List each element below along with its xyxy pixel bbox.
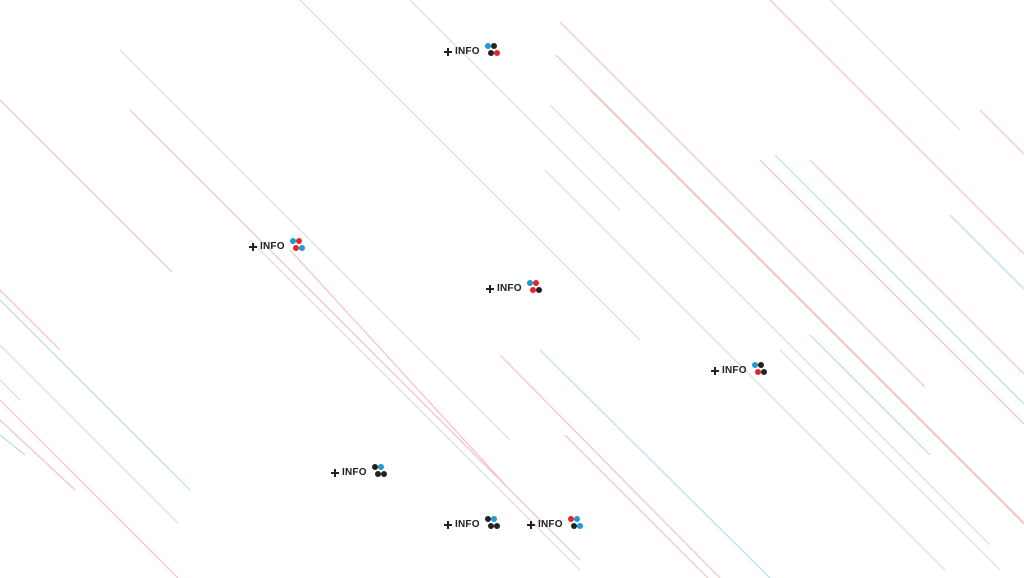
dot	[380, 471, 387, 477]
bg-line	[409, 0, 621, 211]
plus-icon	[486, 285, 494, 293]
dot	[493, 523, 500, 529]
dots-icon	[566, 516, 583, 530]
dot	[576, 523, 583, 529]
bg-line	[0, 99, 173, 273]
dot	[377, 464, 384, 470]
dot	[371, 464, 378, 470]
bg-line	[119, 49, 511, 441]
bg-line	[769, 0, 1024, 255]
dot	[567, 516, 574, 522]
bg-line	[129, 109, 581, 561]
dot	[490, 43, 497, 49]
dots-icon	[525, 280, 542, 294]
bg-line	[549, 104, 991, 546]
dot	[751, 362, 758, 368]
dot	[570, 523, 577, 529]
info-button-7[interactable]: INFO	[527, 516, 583, 532]
dot	[295, 238, 302, 244]
bg-line	[0, 299, 191, 491]
dot	[573, 516, 580, 522]
dots-icon	[370, 464, 387, 478]
bg-line	[564, 434, 709, 578]
dot	[529, 287, 536, 293]
bg-line	[499, 354, 721, 578]
dot	[490, 516, 497, 522]
dot	[487, 523, 494, 529]
bg-line	[809, 334, 931, 456]
bg-line	[774, 154, 1024, 405]
bg-line	[539, 349, 771, 578]
info-button-2[interactable]: INFO	[249, 238, 305, 254]
info-label: INFO	[342, 467, 367, 478]
info-button-6[interactable]: INFO	[444, 516, 500, 532]
dot	[374, 471, 381, 477]
info-label: INFO	[455, 46, 480, 57]
dot	[298, 245, 305, 251]
dot	[754, 369, 761, 375]
bg-line	[949, 214, 1024, 290]
bg-line	[589, 89, 1024, 525]
bg-line	[0, 434, 26, 456]
dot	[484, 43, 491, 49]
dot	[289, 238, 296, 244]
dot	[484, 516, 491, 522]
info-label: INFO	[455, 519, 480, 530]
plus-icon	[249, 243, 257, 251]
bg-line	[0, 419, 76, 491]
dots-icon	[483, 43, 500, 57]
dot	[757, 362, 764, 368]
bg-line	[759, 159, 1024, 425]
info-label: INFO	[538, 519, 563, 530]
bg-line	[979, 109, 1024, 155]
bg-line	[0, 399, 179, 578]
plus-icon	[444, 48, 452, 56]
bg-line	[289, 249, 511, 491]
info-button-5[interactable]: INFO	[331, 464, 387, 480]
info-button-3[interactable]: INFO	[486, 280, 542, 296]
dot	[760, 369, 767, 375]
plus-icon	[331, 469, 339, 477]
plus-icon	[527, 521, 535, 529]
dots-icon	[750, 362, 767, 376]
bg-line	[0, 344, 179, 524]
dot	[526, 280, 533, 286]
dot	[292, 245, 299, 251]
bg-line	[779, 349, 1001, 571]
info-label: INFO	[497, 283, 522, 294]
dot	[487, 50, 494, 56]
bg-line	[0, 289, 61, 351]
bg-line	[0, 379, 21, 401]
bg-line	[809, 159, 1024, 375]
info-label: INFO	[722, 365, 747, 376]
info-button-1[interactable]: INFO	[444, 43, 500, 59]
dots-icon	[288, 238, 305, 252]
dots-icon	[483, 516, 500, 530]
dot	[493, 50, 500, 56]
bg-line	[559, 21, 926, 388]
bg-line	[829, 0, 961, 131]
dot	[532, 280, 539, 286]
dot	[535, 287, 542, 293]
bg-line	[555, 54, 1024, 524]
plus-icon	[711, 367, 719, 375]
info-button-4[interactable]: INFO	[711, 362, 767, 378]
info-label: INFO	[260, 241, 285, 252]
plus-icon	[444, 521, 452, 529]
